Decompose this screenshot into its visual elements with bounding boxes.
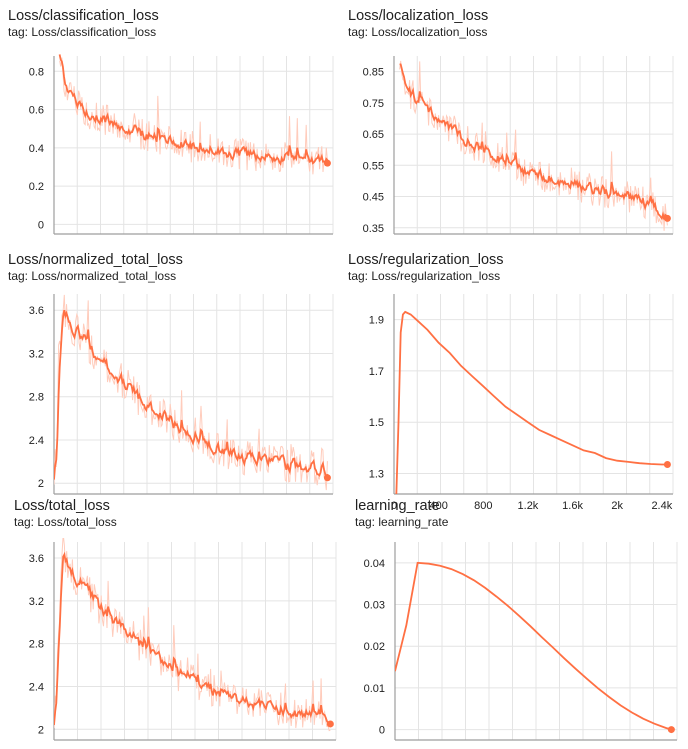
chart-plot[interactable]: 1.3 1.5 1.7 1.9 0 400 800 1.2k 1.6k 2k 2.4k	[348, 276, 680, 512]
chart-title: Loss/normalized_total_loss	[8, 252, 183, 268]
chart-tag: tag: Loss/total_loss	[14, 515, 117, 529]
chart-title: Loss/localization_loss	[348, 8, 489, 24]
series-endpoint	[323, 159, 331, 167]
chart-plot[interactable]: 2 2.4 2.8 3.2 3.6	[14, 522, 344, 742]
series-line	[54, 310, 329, 480]
chart-plot[interactable]: 0 0.2 0.4 0.6 0.8	[8, 32, 340, 238]
raw-series-line	[59, 57, 328, 175]
chart-tag: tag: Loss/localization_loss	[348, 25, 488, 39]
y-tick-label: 0.6	[29, 105, 44, 117]
y-tick-label: 1.5	[369, 417, 384, 429]
y-tick-label: 0.02	[364, 641, 385, 653]
chart-plot[interactable]: 0.35 0.45 0.55 0.65 0.75 0.85	[348, 32, 680, 238]
chart-panel-localization-loss: Loss/localization_loss tag: Loss/localiz…	[348, 8, 680, 238]
y-tick-label: 0.65	[363, 129, 384, 141]
y-tick-label: 2.8	[29, 392, 44, 404]
y-tick-label: 0.8	[29, 66, 44, 78]
raw-series-line	[399, 60, 668, 231]
series-line	[58, 54, 329, 167]
y-tick-label: 2.4	[29, 435, 44, 447]
y-tick-label: 1.3	[369, 468, 384, 480]
x-tick-label: 800	[474, 500, 492, 512]
chart-title: Loss/regularization_loss	[348, 252, 504, 268]
x-tick-label: 2.4k	[651, 500, 672, 512]
y-tick-label: 0.01	[364, 683, 385, 695]
y-tick-label: 3.2	[29, 596, 44, 608]
chart-title: learning_rate	[355, 498, 440, 514]
chart-tag: tag: Loss/regularization_loss	[348, 269, 501, 283]
y-tick-label: 0.04	[364, 558, 385, 570]
x-tick-label: 0	[391, 500, 397, 512]
series-endpoint	[326, 720, 334, 728]
series-endpoint	[663, 461, 671, 469]
x-tick-label: 1.6k	[562, 500, 583, 512]
x-tick-label: 1.2k	[518, 500, 539, 512]
chart-plot[interactable]: 2 2.4 2.8 3.2 3.6	[8, 276, 340, 496]
y-tick-label: 2.4	[29, 681, 44, 693]
raw-series-line	[54, 538, 331, 732]
y-tick-label: 0	[38, 219, 44, 231]
series-line	[395, 310, 668, 494]
y-tick-label: 3.2	[29, 348, 44, 360]
y-tick-label: 0	[379, 725, 385, 737]
chart-tag: tag: Loss/classification_loss	[8, 25, 157, 39]
chart-title: Loss/total_loss	[14, 498, 110, 514]
series-endpoint	[667, 726, 675, 734]
series-line	[399, 63, 669, 221]
series-line	[54, 551, 332, 728]
x-tick-label: 2k	[611, 500, 623, 512]
y-tick-label: 0.35	[363, 223, 384, 235]
chart-panel-classification-loss: Loss/classification_loss tag: Loss/class…	[8, 8, 340, 238]
y-tick-label: 0.2	[29, 181, 44, 193]
y-tick-label: 1.9	[369, 315, 384, 327]
chart-panel-normalized-total-loss: Loss/normalized_total_loss tag: Loss/nor…	[8, 252, 340, 495]
chart-tag: tag: Loss/normalized_total_loss	[8, 269, 177, 283]
series-endpoint	[663, 214, 671, 222]
y-tick-label: 0.4	[29, 143, 44, 155]
chart-plot[interactable]: 0 0.01 0.02 0.03 0.04	[355, 522, 685, 742]
y-tick-label: 2	[38, 478, 44, 490]
chart-panel-learning-rate: learning_rate tag: learning_rate 0 0.01 0.…	[355, 498, 685, 741]
y-tick-label: 2	[38, 724, 44, 736]
chart-tag: tag: learning_rate	[355, 515, 449, 529]
series-endpoint	[323, 474, 331, 482]
chart-panel-total-loss: Loss/total_loss tag: Loss/total_loss 2 2.…	[14, 498, 344, 741]
y-tick-label: 0.85	[363, 67, 384, 79]
series-line	[395, 561, 672, 731]
y-tick-label: 0.45	[363, 192, 384, 204]
y-tick-label: 0.55	[363, 160, 384, 172]
y-tick-label: 3.6	[29, 553, 44, 565]
y-tick-label: 2.8	[29, 639, 44, 651]
y-tick-label: 3.6	[29, 305, 44, 317]
y-tick-label: 0.75	[363, 98, 384, 110]
y-tick-label: 0.03	[364, 600, 385, 612]
y-tick-label: 1.7	[369, 366, 384, 378]
chart-panel-regularization-loss: Loss/regularization_loss tag: Loss/regul…	[348, 252, 680, 512]
x-tick-label: 400	[429, 500, 447, 512]
chart-title: Loss/classification_loss	[8, 8, 159, 24]
